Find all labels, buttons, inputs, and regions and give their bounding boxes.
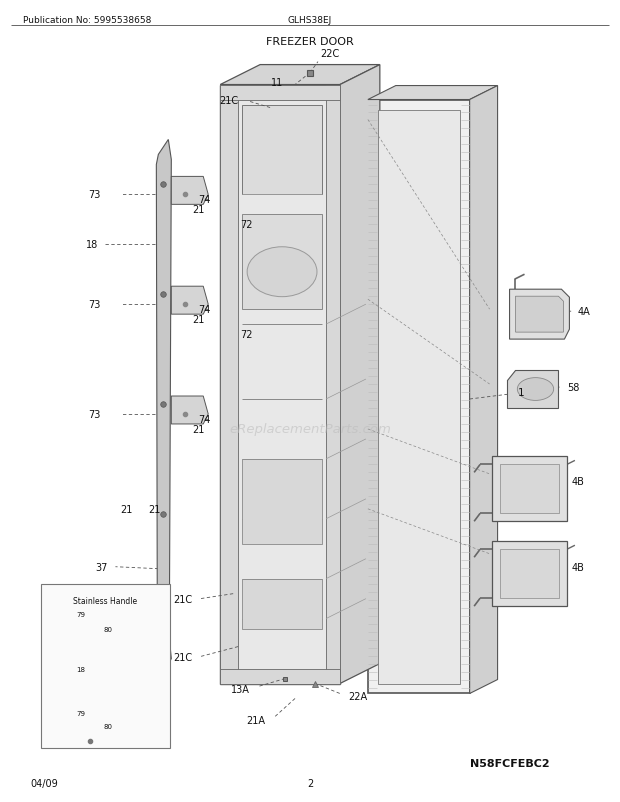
Polygon shape: [171, 177, 208, 205]
Polygon shape: [40, 584, 171, 748]
Text: Publication No: 5995538658: Publication No: 5995538658: [23, 16, 151, 25]
Text: 2: 2: [307, 779, 313, 788]
Text: 21C: 21C: [173, 652, 192, 662]
Text: 72: 72: [240, 330, 253, 340]
Text: 21A: 21A: [246, 715, 265, 726]
Polygon shape: [242, 460, 322, 544]
Text: 74: 74: [198, 195, 211, 205]
Polygon shape: [507, 371, 559, 408]
Polygon shape: [171, 287, 208, 314]
Polygon shape: [368, 100, 469, 694]
Text: GLHS38EJ: GLHS38EJ: [288, 16, 332, 25]
Text: 11: 11: [271, 78, 283, 87]
Polygon shape: [340, 66, 380, 683]
Text: 73: 73: [88, 300, 100, 310]
Text: 13A: 13A: [231, 683, 250, 694]
Polygon shape: [492, 457, 567, 521]
Text: 58: 58: [567, 383, 580, 392]
Polygon shape: [492, 541, 567, 606]
Polygon shape: [220, 66, 380, 86]
Polygon shape: [500, 549, 559, 598]
Polygon shape: [220, 86, 238, 683]
Text: FREEZER DOOR: FREEZER DOOR: [266, 37, 354, 47]
Polygon shape: [156, 140, 171, 669]
Polygon shape: [220, 86, 340, 100]
Text: 73: 73: [88, 410, 100, 419]
Text: 79: 79: [76, 711, 86, 716]
Text: 4B: 4B: [572, 562, 584, 572]
Text: 1: 1: [518, 387, 524, 398]
Polygon shape: [171, 396, 208, 424]
Polygon shape: [326, 86, 340, 683]
Text: 04/09: 04/09: [30, 779, 58, 788]
Ellipse shape: [517, 379, 554, 401]
Text: 21: 21: [120, 504, 133, 514]
Polygon shape: [510, 290, 569, 340]
Text: 72: 72: [240, 220, 253, 230]
Text: 18: 18: [86, 240, 99, 250]
Polygon shape: [220, 86, 340, 683]
Text: 4B: 4B: [572, 476, 584, 486]
Text: 73: 73: [88, 190, 100, 200]
Polygon shape: [242, 215, 322, 310]
Text: Stainless Handle: Stainless Handle: [73, 596, 138, 605]
Text: 74: 74: [198, 305, 211, 314]
Text: 22A: 22A: [348, 691, 367, 702]
Polygon shape: [242, 579, 322, 629]
Text: 21C: 21C: [173, 594, 192, 604]
Text: 18: 18: [76, 666, 86, 672]
Text: 74: 74: [198, 415, 211, 424]
Text: 21: 21: [192, 314, 205, 325]
Ellipse shape: [247, 248, 317, 298]
Text: 22C: 22C: [320, 49, 339, 59]
Polygon shape: [516, 297, 564, 333]
Text: 4A: 4A: [577, 307, 590, 317]
Text: N58FCFEBC2: N58FCFEBC2: [470, 759, 549, 768]
Text: 37: 37: [95, 562, 107, 572]
Polygon shape: [242, 105, 322, 195]
Text: 21: 21: [192, 424, 205, 435]
Polygon shape: [368, 87, 498, 100]
Text: 79: 79: [76, 611, 86, 617]
Text: 21: 21: [192, 205, 205, 215]
Polygon shape: [378, 111, 459, 683]
Polygon shape: [500, 465, 559, 513]
Polygon shape: [220, 669, 340, 683]
Text: 21C: 21C: [219, 95, 238, 105]
Text: 80: 80: [104, 723, 112, 730]
Polygon shape: [469, 87, 498, 694]
Text: 80: 80: [104, 626, 112, 632]
Text: eReplacementParts.com: eReplacementParts.com: [229, 423, 391, 436]
Text: 21: 21: [148, 504, 161, 514]
